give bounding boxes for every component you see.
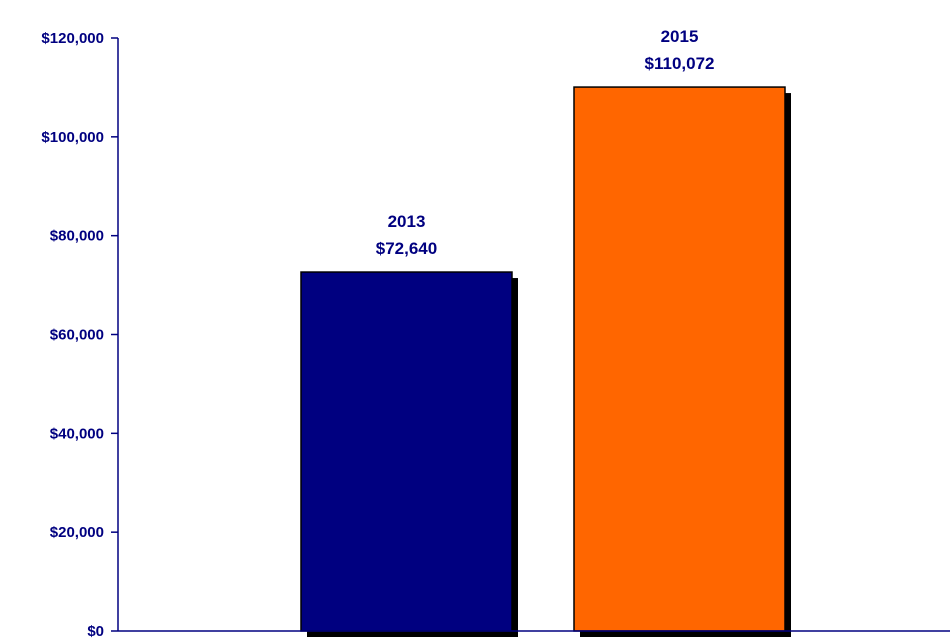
bars-layer <box>300 86 791 638</box>
data-label-value-2013: $72,640 <box>376 239 437 258</box>
y-axis: $0 $20,000 $40,000 $60,000 $80,000 $100,000 $1… <box>41 30 950 639</box>
bar-2013 <box>300 271 513 632</box>
data-label-category-2015: 2015 <box>661 27 699 46</box>
y-tick-label: $120,000 <box>41 30 104 47</box>
y-tick-label: $20,000 <box>50 524 104 541</box>
y-tick-label: $40,000 <box>50 425 104 442</box>
bar-2015 <box>573 86 786 632</box>
y-tick-label: $0 <box>87 623 104 639</box>
y-tick-label: $80,000 <box>50 228 104 245</box>
y-tick-label: $100,000 <box>41 129 104 146</box>
data-label-value-2015: $110,072 <box>645 54 715 73</box>
data-label-category-2013: 2013 <box>388 212 426 231</box>
y-tick-label: $60,000 <box>50 327 104 344</box>
data-labels: 2013 $72,640 2015 $110,072 <box>376 27 715 258</box>
